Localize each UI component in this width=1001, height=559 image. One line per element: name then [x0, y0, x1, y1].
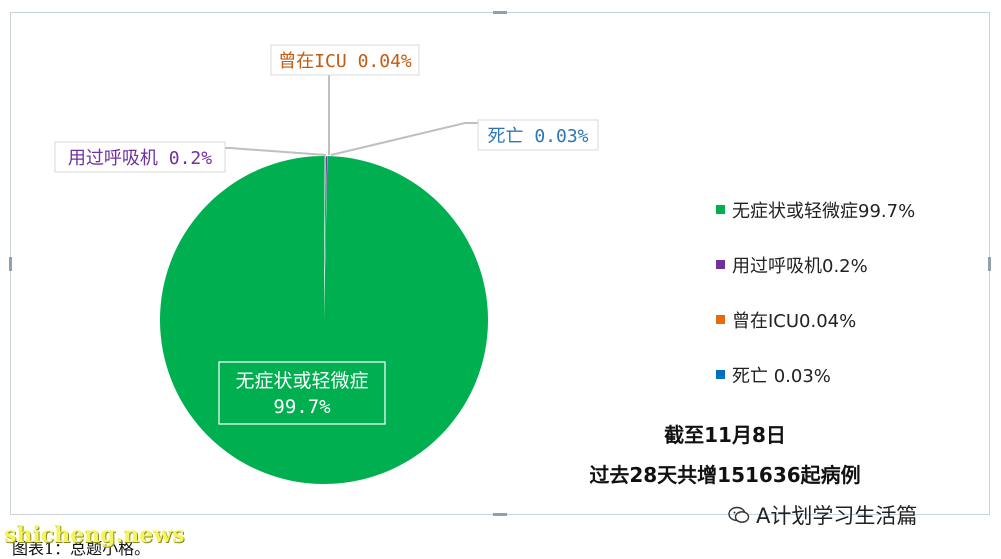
- watermark: shicheng.news: [4, 522, 185, 548]
- pie-slice-asymptomatic: [160, 156, 489, 485]
- wechat-icon: [728, 506, 750, 523]
- legend-label: 曾在ICU0.04%: [732, 310, 857, 332]
- legend-swatch: [716, 370, 725, 379]
- data-label-icu: 曾在ICU 0.04%: [278, 51, 412, 72]
- pie-slice-ventilator: [323, 155, 328, 321]
- leader-line-ventilator: [224, 147, 327, 156]
- legend-item: 用过呼吸机0.2%: [716, 237, 915, 292]
- data-label-main-value: 99.7%: [273, 396, 331, 418]
- legend-item: 曾在ICU0.04%: [716, 292, 915, 347]
- data-label-ventilator: 用过呼吸机 0.2%: [68, 148, 212, 169]
- brand-tag: A计划学习生活篇: [728, 500, 917, 530]
- leader-line-death: [330, 122, 478, 156]
- date-note: 截至11月8日 过去28天共增151636起病例: [560, 415, 890, 495]
- resize-handle-top[interactable]: [493, 11, 507, 14]
- resize-handle-bottom[interactable]: [493, 513, 507, 516]
- note-line-date: 截至11月8日: [664, 423, 786, 447]
- data-label-death: 死亡 0.03%: [487, 126, 588, 147]
- legend-swatch: [716, 315, 725, 324]
- resize-handle-left[interactable]: [9, 257, 12, 271]
- legend: 无症状或轻微症99.7% 用过呼吸机0.2% 曾在ICU0.04% 死亡 0.03%: [716, 182, 915, 402]
- legend-swatch: [716, 205, 725, 214]
- legend-label: 死亡 0.03%: [732, 365, 831, 387]
- legend-swatch: [716, 260, 725, 269]
- brand-name: A计划学习生活篇: [756, 504, 918, 528]
- legend-item: 死亡 0.03%: [716, 347, 915, 402]
- legend-label: 无症状或轻微症99.7%: [732, 200, 916, 222]
- figure-caption: 图表1：总题小格。: [12, 539, 151, 558]
- resize-handle-right[interactable]: [988, 257, 991, 271]
- note-line-cases: 过去28天共增151636起病例: [589, 463, 861, 487]
- legend-item: 无症状或轻微症99.7%: [716, 182, 915, 237]
- legend-label: 用过呼吸机0.2%: [732, 255, 868, 277]
- data-label-main-name: 无症状或轻微症: [235, 370, 368, 392]
